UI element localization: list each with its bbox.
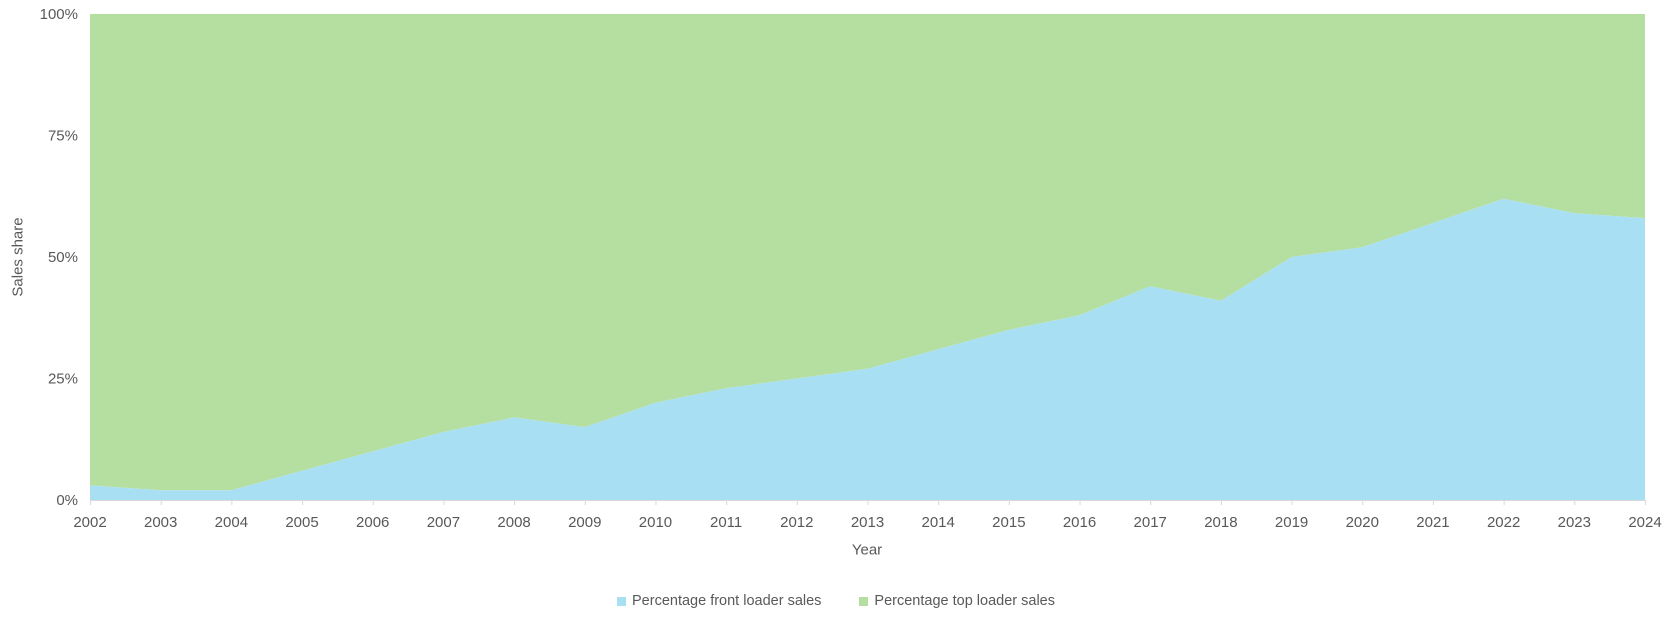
area-top-loader-sales — [90, 14, 1645, 491]
x-tick-label-2013: 2013 — [851, 514, 884, 531]
x-tick-label-2002: 2002 — [73, 514, 106, 531]
y-tick-label-25pct: 25% — [48, 371, 78, 388]
x-tick-label-2005: 2005 — [285, 514, 318, 531]
legend-label-top-loader: Percentage top loader sales — [874, 593, 1055, 609]
legend-label-front-loader: Percentage front loader sales — [632, 593, 822, 609]
x-tick-label-2007: 2007 — [427, 514, 460, 531]
x-tick-label-2003: 2003 — [144, 514, 177, 531]
y-tick-label-0pct: 0% — [56, 492, 78, 509]
x-tick-label-2018: 2018 — [1204, 514, 1237, 531]
x-tick-label-2017: 2017 — [1134, 514, 1167, 531]
x-tick-label-2012: 2012 — [780, 514, 813, 531]
legend-item-front-loader: Percentage front loader sales — [617, 593, 821, 609]
x-axis-title: Year — [851, 541, 883, 559]
legend-item-top-loader: Percentage top loader sales — [859, 593, 1055, 609]
y-tick-label-100pct: 100% — [40, 6, 78, 23]
y-tick-label-75pct: 75% — [48, 128, 78, 145]
x-tick-label-2024: 2024 — [1628, 514, 1661, 531]
legend-swatch-top-loader — [859, 596, 869, 606]
x-tick-label-2009: 2009 — [568, 514, 601, 531]
x-tick-label-2016: 2016 — [1063, 514, 1096, 531]
legend-swatch-front-loader — [617, 596, 626, 606]
x-tick-label-2010: 2010 — [639, 514, 672, 531]
x-tick-label-2006: 2006 — [356, 514, 389, 531]
area-front-loader-sales — [90, 198, 1645, 500]
legend: Percentage front loader sales Percentage … — [0, 593, 1672, 609]
x-tick-label-2015: 2015 — [992, 514, 1025, 531]
x-tick-label-2021: 2021 — [1416, 514, 1449, 531]
x-tick-label-2023: 2023 — [1558, 514, 1591, 531]
y-tick-label-50pct: 50% — [48, 249, 78, 266]
x-tick-label-2020: 2020 — [1346, 514, 1379, 531]
x-tick-label-2011: 2011 — [710, 514, 742, 531]
x-tick-label-2019: 2019 — [1275, 514, 1308, 531]
x-tick-label-2014: 2014 — [921, 514, 954, 531]
x-tick-label-2004: 2004 — [215, 514, 248, 531]
x-tick-label-2022: 2022 — [1487, 514, 1520, 531]
y-axis-title: Sales share — [9, 217, 27, 297]
x-tick-label-2008: 2008 — [497, 514, 530, 531]
